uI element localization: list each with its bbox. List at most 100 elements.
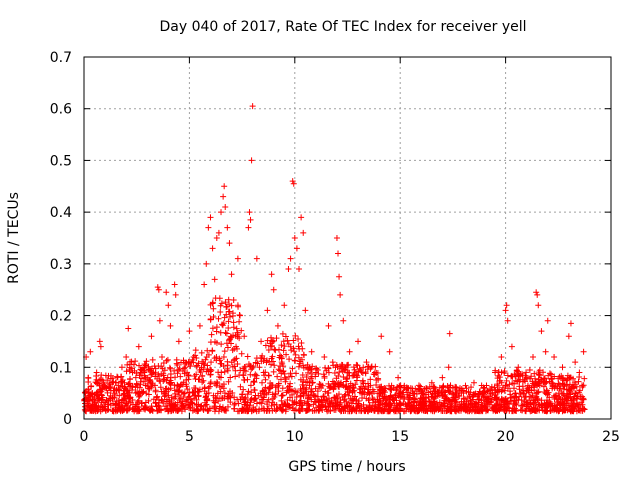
data-point — [439, 374, 446, 381]
data-point — [280, 338, 287, 345]
data-point — [411, 399, 418, 406]
data-point — [564, 372, 571, 379]
data-point — [525, 405, 532, 412]
data-point — [539, 402, 546, 409]
data-point — [249, 103, 256, 110]
data-point — [244, 402, 251, 409]
data-point — [290, 337, 297, 344]
data-point — [225, 318, 232, 325]
data-point — [247, 216, 254, 223]
data-point — [203, 260, 210, 267]
data-point — [503, 302, 510, 309]
data-point — [320, 393, 327, 400]
data-point — [209, 300, 216, 307]
data-point — [333, 375, 340, 382]
data-point — [226, 388, 233, 395]
data-point — [432, 387, 439, 394]
data-point — [112, 401, 119, 408]
data-point — [271, 362, 278, 369]
data-point — [212, 295, 219, 302]
data-point — [226, 240, 233, 247]
data-point — [320, 401, 327, 408]
data-point — [178, 401, 185, 408]
data-point — [310, 392, 317, 399]
data-point — [511, 380, 518, 387]
data-point — [431, 390, 438, 397]
data-point — [544, 391, 551, 398]
data-point — [529, 392, 536, 399]
data-point — [356, 365, 363, 372]
data-point — [262, 342, 269, 349]
data-point — [481, 384, 488, 391]
data-point — [200, 360, 207, 367]
data-point — [203, 368, 210, 375]
data-point — [519, 370, 526, 377]
data-point — [251, 395, 258, 402]
data-point — [488, 398, 495, 405]
data-point — [425, 389, 432, 396]
data-point — [161, 390, 168, 397]
data-point — [391, 392, 398, 399]
data-point — [465, 388, 472, 395]
data-point — [325, 365, 332, 372]
data-point — [262, 369, 269, 376]
data-point — [401, 394, 408, 401]
y-tick-label: 0.6 — [50, 102, 72, 118]
data-point — [151, 382, 158, 389]
data-point — [573, 390, 580, 397]
data-point — [563, 400, 570, 407]
data-point — [215, 315, 222, 322]
data-point — [135, 393, 142, 400]
data-point — [341, 403, 348, 410]
data-point — [423, 394, 430, 401]
data-point — [275, 388, 282, 395]
data-point — [438, 389, 445, 396]
data-point — [341, 404, 348, 411]
data-point — [224, 358, 231, 365]
data-point — [496, 386, 503, 393]
data-point — [189, 407, 196, 414]
data-point — [335, 250, 342, 257]
data-point — [233, 343, 240, 350]
data-point — [280, 407, 287, 414]
data-point — [521, 376, 528, 383]
data-point — [359, 394, 366, 401]
data-point — [357, 386, 364, 393]
data-point — [199, 373, 206, 380]
data-point — [274, 373, 281, 380]
data-point — [493, 394, 500, 401]
data-point — [446, 330, 453, 337]
data-point — [374, 396, 381, 403]
data-point — [234, 255, 241, 262]
data-point — [532, 407, 539, 414]
data-point — [298, 392, 305, 399]
data-point — [118, 399, 125, 406]
data-point — [577, 405, 584, 412]
data-point — [462, 382, 469, 389]
data-point — [254, 360, 261, 367]
data-point — [93, 369, 100, 376]
data-point — [98, 388, 105, 395]
data-point — [156, 403, 163, 410]
data-point — [498, 353, 505, 360]
data-point — [213, 235, 220, 241]
data-point — [325, 407, 332, 414]
data-point — [232, 356, 239, 363]
data-point — [193, 396, 200, 403]
data-point — [305, 406, 312, 413]
data-point — [365, 384, 372, 391]
data-point — [361, 391, 368, 398]
data-point — [221, 348, 228, 355]
data-point — [217, 329, 224, 336]
data-point — [191, 384, 198, 391]
data-point — [218, 209, 225, 216]
data-point — [406, 392, 413, 399]
data-point — [357, 367, 364, 374]
data-point — [336, 401, 343, 408]
data-point — [207, 371, 214, 378]
data-point — [323, 396, 330, 403]
data-point — [287, 370, 294, 377]
data-point — [558, 372, 565, 379]
data-point — [170, 405, 177, 412]
data-point — [355, 338, 362, 345]
